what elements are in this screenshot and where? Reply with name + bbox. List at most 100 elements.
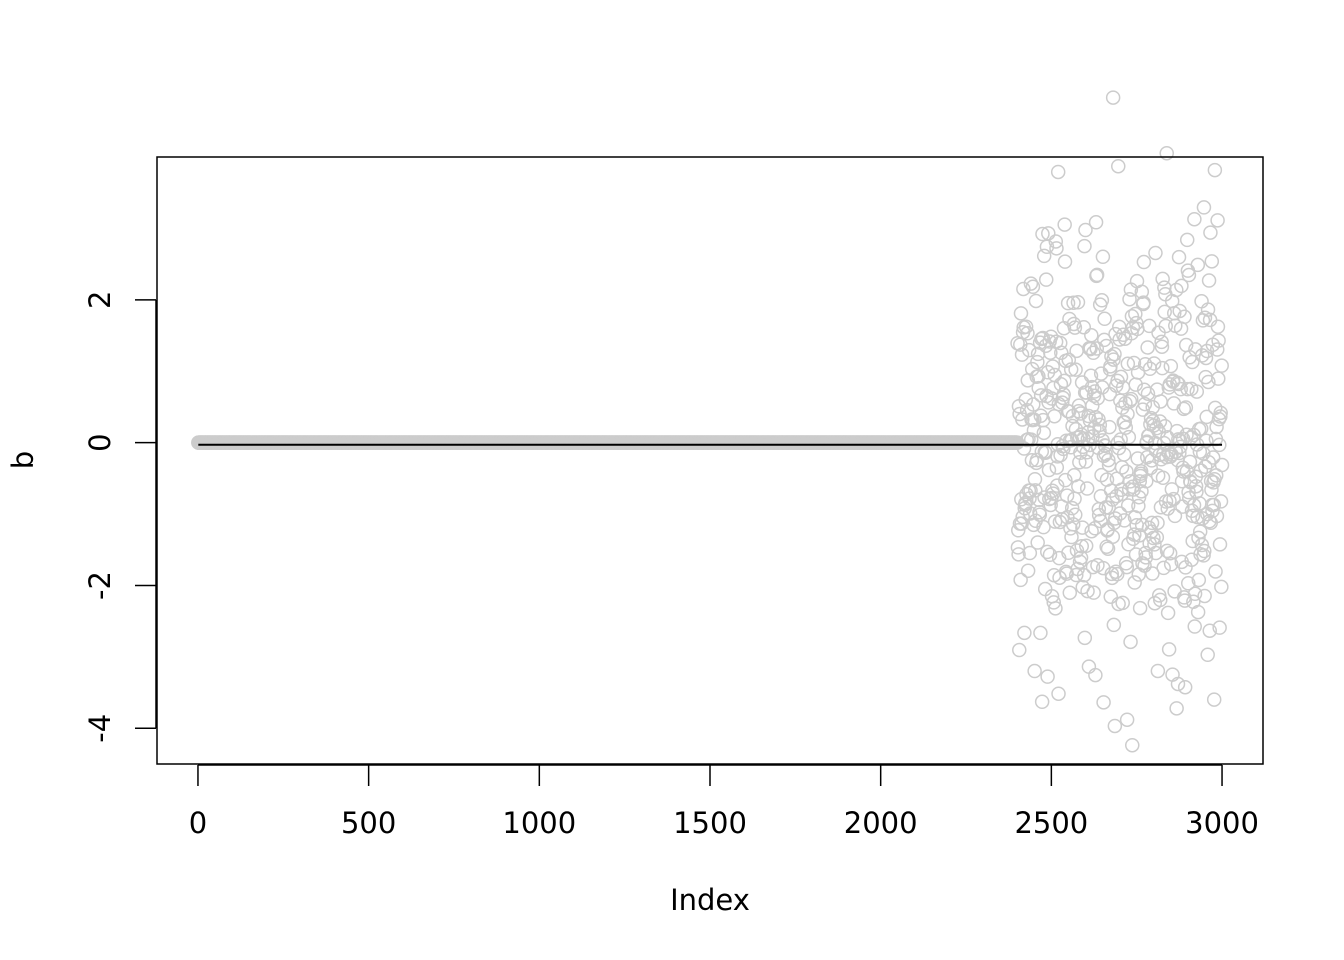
data-point <box>1206 692 1222 707</box>
data-point <box>1036 425 1052 441</box>
data-point <box>1111 158 1126 174</box>
data-point <box>1076 319 1092 335</box>
x-tick-label: 2500 <box>1014 806 1088 840</box>
data-point <box>1093 513 1108 529</box>
x-tick-label: 1500 <box>673 806 747 840</box>
data-point <box>1026 422 1042 438</box>
data-point <box>1080 583 1095 599</box>
data-point <box>1088 667 1103 683</box>
data-point <box>1041 462 1057 478</box>
data-point <box>1179 232 1195 248</box>
data-point <box>1196 200 1212 215</box>
data-point <box>1053 377 1069 392</box>
data-point <box>1096 448 1112 464</box>
data-point <box>1023 276 1039 291</box>
data-point <box>1166 491 1181 507</box>
data-point <box>1187 586 1203 602</box>
data-point <box>1048 601 1063 616</box>
data-point <box>1016 281 1031 297</box>
data-point <box>1069 343 1084 359</box>
data-point <box>1014 516 1029 531</box>
data-point <box>1043 497 1058 513</box>
data-point <box>1048 234 1064 249</box>
data-point <box>1077 238 1092 254</box>
data-point <box>1078 538 1094 554</box>
data-point <box>1059 488 1075 503</box>
data-point <box>1050 164 1066 180</box>
data-point <box>1037 581 1053 597</box>
data-point <box>1072 454 1087 470</box>
data-point <box>1089 341 1105 356</box>
data-point <box>1070 295 1086 310</box>
data-point <box>1057 373 1072 389</box>
data-point <box>1036 248 1052 264</box>
data-point <box>1053 447 1068 463</box>
data-point <box>1106 617 1122 633</box>
data-point <box>1064 529 1079 545</box>
data-point <box>1010 540 1026 555</box>
data-point <box>1015 412 1030 427</box>
data-point <box>1079 481 1095 496</box>
x-tick-label: 500 <box>341 806 396 840</box>
data-point <box>1035 330 1051 346</box>
data-point <box>1087 384 1102 399</box>
data-point <box>1167 508 1183 524</box>
data-point <box>1073 406 1088 421</box>
plot-frame <box>156 156 1264 765</box>
data-point <box>1076 567 1092 583</box>
data-point <box>1187 619 1202 634</box>
data-point <box>1212 537 1228 552</box>
data-point <box>1107 718 1123 734</box>
data-point <box>1159 145 1174 161</box>
data-point <box>1078 454 1094 469</box>
x-tick-label: 0 <box>189 806 207 840</box>
data-point <box>1067 320 1083 335</box>
data-point <box>1112 319 1127 335</box>
data-point <box>1052 335 1068 351</box>
data-point <box>1073 550 1089 565</box>
data-point <box>1060 295 1076 311</box>
data-point <box>1068 507 1083 522</box>
data-point <box>1201 273 1217 288</box>
data-point <box>1013 572 1028 588</box>
data-point <box>1022 545 1038 561</box>
data-point <box>1140 340 1155 355</box>
data-point <box>1096 695 1111 710</box>
data-point <box>1067 491 1082 506</box>
data-point <box>1027 663 1042 679</box>
data-point <box>1027 471 1043 487</box>
data-point <box>1079 385 1094 400</box>
data-point <box>1047 514 1063 529</box>
y-tick-label: 2 <box>83 291 117 309</box>
data-point <box>1148 245 1163 261</box>
data-point <box>1170 676 1186 692</box>
data-point <box>1066 295 1081 311</box>
data-point <box>1042 547 1058 562</box>
data-point <box>1041 226 1056 241</box>
data-point <box>1018 392 1034 407</box>
x-axis: 0 500 1000 1500 2000 2500 3000 <box>189 764 1259 840</box>
data-point <box>1033 625 1048 641</box>
data-point <box>1061 352 1077 368</box>
y-tick-label: 0 <box>83 433 117 451</box>
data-point <box>1132 600 1148 616</box>
data-point <box>1123 634 1138 650</box>
data-point <box>1150 663 1166 679</box>
data-point <box>1103 589 1118 604</box>
data-point <box>1074 538 1089 554</box>
data-point <box>1019 486 1034 502</box>
data-point <box>1092 423 1107 439</box>
data-point <box>1194 294 1209 309</box>
data-point <box>1078 222 1093 238</box>
data-point <box>1214 457 1230 473</box>
data-point <box>1045 486 1061 501</box>
data-point <box>1030 354 1045 370</box>
x-tick-label: 1000 <box>502 806 576 840</box>
data-point <box>1091 412 1106 427</box>
data-point <box>1190 604 1206 620</box>
data-point <box>1030 535 1045 550</box>
data-point <box>1089 267 1105 283</box>
data-point <box>1021 342 1037 358</box>
data-point <box>1086 345 1101 361</box>
